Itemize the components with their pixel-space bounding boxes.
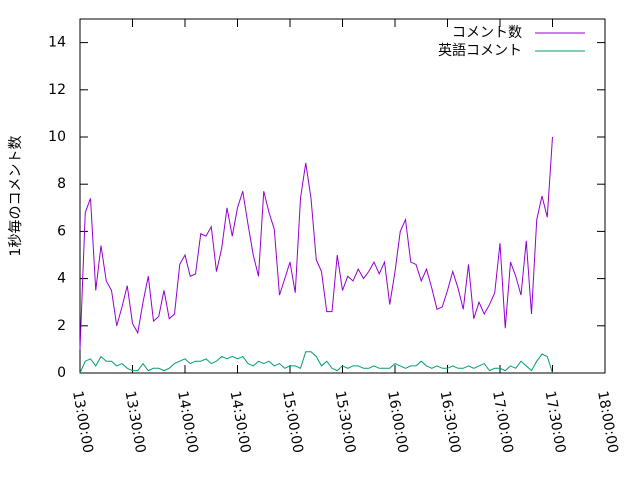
y-tick-label: 14	[48, 35, 66, 51]
series-line	[79, 351, 553, 374]
y-tick-label: 10	[48, 129, 66, 145]
y-tick-label: 8	[57, 176, 66, 192]
legend-label: 英語コメント	[438, 42, 522, 59]
y-tick-label: 0	[57, 365, 66, 381]
y-tick-label: 4	[57, 271, 66, 287]
series-line	[79, 136, 553, 350]
y-axis-label: 1秒毎のコメント数	[8, 136, 24, 257]
y-tick-label: 12	[48, 82, 66, 98]
y-tick-label: 6	[57, 223, 66, 239]
y-tick-label: 2	[57, 318, 66, 334]
legend-label: コメント数	[452, 25, 522, 41]
